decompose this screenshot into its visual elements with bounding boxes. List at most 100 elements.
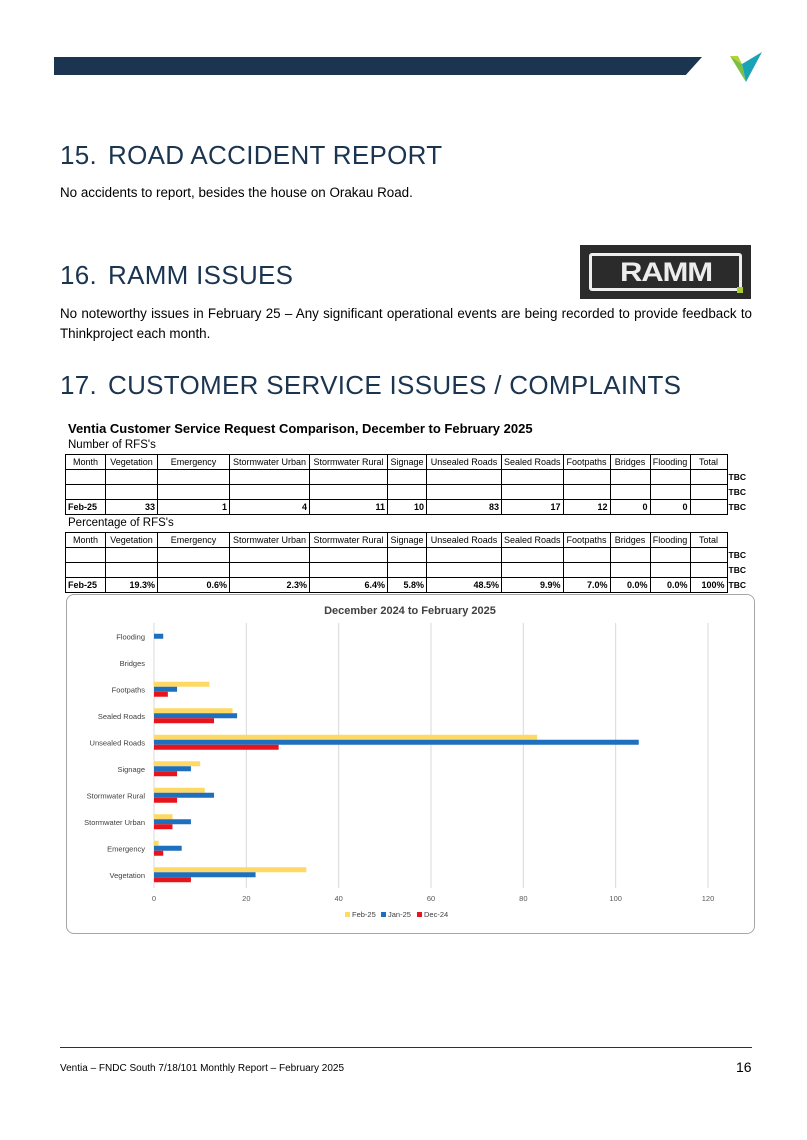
y-category-label: Flooding bbox=[116, 632, 145, 641]
table-cell bbox=[157, 562, 230, 578]
bar-dec-24 bbox=[154, 824, 173, 830]
bar-feb-25 bbox=[154, 734, 538, 740]
table-cell bbox=[562, 469, 611, 485]
table-cell: 4 bbox=[229, 499, 310, 515]
table-cell bbox=[105, 469, 158, 485]
bar-jan-25 bbox=[154, 766, 191, 772]
y-category-label: Stormwater Rural bbox=[87, 791, 146, 800]
bar-jan-25 bbox=[154, 713, 238, 719]
table-cell bbox=[309, 469, 388, 485]
x-tick-label: 60 bbox=[427, 894, 435, 903]
spacer bbox=[727, 533, 753, 548]
counts-subtitle: Number of RFS's bbox=[68, 439, 156, 451]
table-cell: 83 bbox=[426, 499, 502, 515]
section-16-body: No noteworthy issues in February 25 – An… bbox=[60, 306, 752, 341]
table-cell bbox=[65, 484, 106, 500]
x-tick-label: 20 bbox=[242, 894, 250, 903]
y-category-label: Vegetation bbox=[110, 871, 145, 880]
x-tick-label: 100 bbox=[609, 894, 622, 903]
bar-jan-25 bbox=[154, 872, 256, 878]
table-row: TBC bbox=[65, 562, 754, 578]
table-cell bbox=[65, 469, 106, 485]
table-row: Feb-25 19.3% 0.6% 2.3% 6.4% 5.8% 48.5% 9.9% 7.0%… bbox=[65, 577, 754, 593]
table-cell bbox=[689, 484, 728, 500]
table-cell bbox=[609, 562, 651, 578]
rfs-percent-table: Month Vegetation Emergency Stormwater Urban… bbox=[65, 532, 754, 593]
table-cell: 33 bbox=[105, 499, 158, 515]
table-cell bbox=[387, 469, 427, 485]
legend-swatch bbox=[345, 912, 350, 917]
column-header: Vegetation bbox=[105, 454, 158, 470]
x-tick-label: 120 bbox=[702, 894, 715, 903]
column-header: Signage bbox=[387, 454, 427, 470]
table-cell: Feb-25 bbox=[65, 577, 106, 593]
y-category-label: Footpaths bbox=[112, 685, 146, 694]
table-cell bbox=[309, 562, 388, 578]
column-header: Total bbox=[689, 454, 728, 470]
table-cell bbox=[309, 484, 388, 500]
bar-feb-25 bbox=[154, 761, 201, 767]
section-16-heading: 16. RAMM ISSUES bbox=[60, 260, 294, 290]
table-row: TBC bbox=[65, 484, 754, 500]
table-cell bbox=[229, 547, 310, 563]
table-cell: 6.4% bbox=[309, 577, 388, 593]
table-cell bbox=[65, 562, 106, 578]
chart-svg: December 2024 to February 2025 0 20 40 60 80 1… bbox=[84, 605, 715, 919]
section-15-body: No accidents to report, besides the hous… bbox=[60, 185, 413, 200]
table-cell bbox=[689, 547, 728, 563]
table-cell bbox=[426, 484, 502, 500]
bar-dec-24 bbox=[154, 744, 279, 750]
table-row: Feb-25 33 1 4 11 10 83 17 12 0 0 TBC bbox=[65, 499, 754, 515]
table-cell bbox=[426, 469, 502, 485]
bar-dec-24 bbox=[154, 850, 164, 856]
rfs-comparison-title: Ventia Customer Service Request Comparis… bbox=[68, 421, 533, 436]
column-header: Bridges bbox=[609, 454, 651, 470]
column-header: Footpaths bbox=[562, 454, 611, 470]
table-cell: 0 bbox=[609, 499, 651, 515]
table-cell: 9.9% bbox=[501, 577, 564, 593]
ramm-logo: RAMM bbox=[580, 245, 751, 299]
table-cell bbox=[387, 562, 427, 578]
column-header: Month bbox=[65, 532, 106, 548]
table-cell bbox=[157, 547, 230, 563]
footer-divider bbox=[60, 1047, 752, 1048]
bar-dec-24 bbox=[154, 771, 178, 777]
tbc-note: TBC bbox=[728, 502, 747, 512]
bar-feb-25 bbox=[154, 840, 159, 846]
bar-jan-25 bbox=[154, 845, 182, 851]
page-number: 16 bbox=[736, 1059, 752, 1075]
column-header: Stormwater Urban bbox=[229, 454, 310, 470]
bar-dec-24 bbox=[154, 718, 215, 724]
bar-feb-25 bbox=[154, 708, 233, 714]
column-header: Unsealed Roads bbox=[426, 454, 502, 470]
table-cell bbox=[501, 562, 564, 578]
column-header: Flooding bbox=[649, 532, 691, 548]
y-category-label: Signage bbox=[117, 765, 145, 774]
table-cell: Feb-25 bbox=[65, 499, 106, 515]
table-cell bbox=[229, 484, 310, 500]
table-cell bbox=[501, 484, 564, 500]
table-cell bbox=[562, 547, 611, 563]
tbc-note: TBC bbox=[728, 580, 747, 590]
column-header: Signage bbox=[387, 532, 427, 548]
table-cell bbox=[65, 547, 106, 563]
table-cell bbox=[157, 469, 230, 485]
bar-dec-24 bbox=[154, 797, 178, 803]
table-cell bbox=[105, 562, 158, 578]
footer-text: Ventia – FNDC South 7/18/101 Monthly Rep… bbox=[60, 1063, 345, 1074]
column-header: Sealed Roads bbox=[501, 454, 564, 470]
column-header: Bridges bbox=[609, 532, 651, 548]
table-cell bbox=[309, 547, 388, 563]
table-row: TBC bbox=[65, 547, 754, 563]
tbc-note: TBC bbox=[728, 550, 747, 560]
table-cell bbox=[157, 484, 230, 500]
table-cell: 0.0% bbox=[609, 577, 651, 593]
table-cell bbox=[105, 484, 158, 500]
legend-swatch bbox=[417, 912, 422, 917]
bar-dec-24 bbox=[154, 877, 191, 883]
table-cell: 11 bbox=[309, 499, 388, 515]
percent-subtitle: Percentage of RFS's bbox=[68, 517, 174, 529]
bar-dec-24 bbox=[154, 691, 168, 697]
bar-jan-25 bbox=[154, 633, 164, 639]
table-cell bbox=[689, 562, 728, 578]
